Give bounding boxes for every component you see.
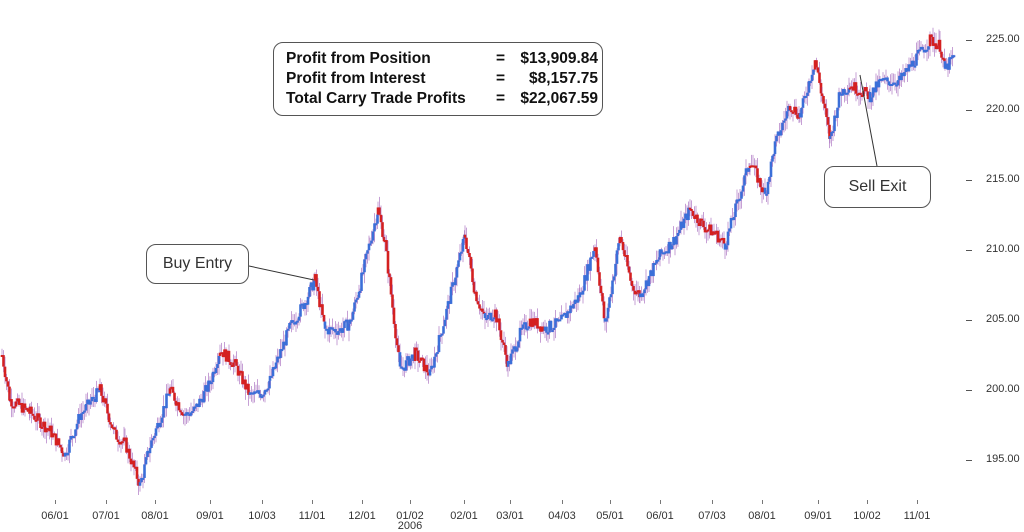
y-tick-mark: [966, 390, 972, 391]
x-tick-label: 09/01: [196, 510, 224, 522]
x-tick-mark: [917, 500, 918, 504]
row-equals: =: [496, 70, 506, 87]
row-equals: =: [496, 90, 506, 107]
row-label: Profit from Position: [286, 50, 431, 67]
x-tick-mark: [55, 500, 56, 504]
x-tick-label: 05/01: [596, 510, 624, 522]
x-tick-mark: [762, 500, 763, 504]
y-tick-label: 225.00: [986, 33, 1020, 45]
x-tick-label: 11/01: [903, 510, 931, 522]
x-tick-label: 10/02: [853, 510, 881, 522]
row-label: Total Carry Trade Profits: [286, 90, 466, 107]
y-tick-label: 210.00: [986, 243, 1020, 255]
x-tick-mark: [867, 500, 868, 504]
x-tick-label: 11/01: [298, 510, 326, 522]
x-tick-label: 07/03: [698, 510, 726, 522]
x-tick-label: 08/01: [141, 510, 169, 522]
x-tick-mark: [464, 500, 465, 504]
row-value: $13,909.84: [520, 50, 598, 67]
candlestick-series: [0, 27, 956, 495]
x-tick-mark: [510, 500, 511, 504]
total-profits-row: Total Carry Trade Profits = $22,067.59: [286, 89, 602, 109]
x-tick-label: 08/01: [748, 510, 776, 522]
x-tick-label: 10/03: [248, 510, 276, 522]
profit-interest-row: Profit from Interest = $8,157.75: [286, 69, 602, 89]
x-tick-mark: [410, 500, 411, 504]
x-tick-label: 06/01: [41, 510, 69, 522]
y-tick-label: 215.00: [986, 173, 1020, 185]
x-tick-mark: [712, 500, 713, 504]
x-tick-mark: [818, 500, 819, 504]
x-tick-label: 04/03: [548, 510, 576, 522]
profit-position-row: Profit from Position = $13,909.84: [286, 49, 602, 69]
x-tick-mark: [210, 500, 211, 504]
y-tick-mark: [966, 320, 972, 321]
y-tick-mark: [966, 110, 972, 111]
row-value: $8,157.75: [529, 70, 598, 87]
y-tick-mark: [966, 460, 972, 461]
profit-summary-box: Profit from Position = $13,909.84 Profit…: [273, 42, 603, 116]
x-tick-label: 07/01: [92, 510, 120, 522]
sell-exit-callout: Sell Exit: [824, 166, 931, 208]
y-tick-mark: [966, 40, 972, 41]
x-tick-mark: [155, 500, 156, 504]
y-tick-mark: [966, 180, 972, 181]
x-tick-label: 06/01: [646, 510, 674, 522]
buy-entry-callout: Buy Entry: [146, 244, 249, 284]
y-tick-label: 195.00: [986, 453, 1020, 465]
y-tick-label: 220.00: [986, 103, 1020, 115]
row-equals: =: [496, 50, 506, 67]
x-tick-mark: [262, 500, 263, 504]
x-tick-mark: [312, 500, 313, 504]
y-tick-label: 200.00: [986, 383, 1020, 395]
x-tick-label: 12/01: [348, 510, 376, 522]
x-tick-label: 02/01: [450, 510, 478, 522]
y-tick-mark: [966, 250, 972, 251]
x-tick-mark: [660, 500, 661, 504]
buy-entry-leader-line: [248, 265, 315, 281]
row-value: $22,067.59: [520, 90, 598, 107]
x-tick-label: 09/01: [804, 510, 832, 522]
x-tick-mark: [610, 500, 611, 504]
row-label: Profit from Interest: [286, 70, 426, 87]
x-tick-mark: [562, 500, 563, 504]
x-tick-label: 03/01: [496, 510, 524, 522]
x-tick-label: 01/02 2006: [396, 510, 424, 532]
y-tick-label: 205.00: [986, 313, 1020, 325]
x-tick-mark: [362, 500, 363, 504]
sell-exit-leader-line: [859, 74, 878, 167]
x-tick-mark: [106, 500, 107, 504]
